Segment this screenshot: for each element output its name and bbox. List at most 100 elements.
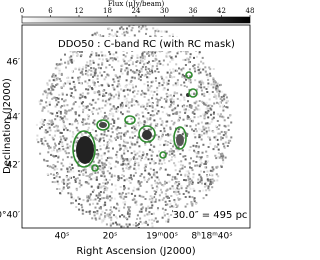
pixel: [205, 101, 208, 104]
pixel: [146, 117, 149, 120]
pixel: [216, 84, 219, 87]
pixel: [59, 80, 62, 82]
pixel: [195, 155, 198, 158]
pixel: [103, 144, 105, 146]
pixel: [111, 29, 113, 32]
pixel: [226, 106, 229, 109]
pixel: [206, 156, 209, 158]
pixel: [39, 152, 42, 155]
pixel: [168, 153, 171, 156]
pixel: [105, 189, 108, 192]
pixel: [82, 118, 85, 121]
pixel: [99, 110, 102, 113]
pixel: [99, 67, 102, 70]
pixel: [82, 111, 84, 114]
pixel: [172, 100, 175, 103]
pixel: [197, 178, 200, 181]
pixel: [88, 164, 91, 167]
pixel: [146, 121, 148, 124]
pixel: [66, 143, 69, 146]
pixel: [155, 50, 158, 53]
pixel: [193, 109, 196, 112]
pixel: [42, 93, 45, 96]
pixel: [151, 222, 154, 225]
pixel: [179, 111, 182, 114]
pixel: [57, 125, 59, 128]
pixel: [138, 27, 141, 30]
pixel: [92, 167, 95, 169]
y-tick-label: 44′: [7, 113, 21, 123]
pixel: [80, 102, 83, 105]
pixel: [192, 65, 195, 68]
pixel: [133, 71, 136, 74]
pixel: [152, 135, 155, 138]
pixel: [103, 133, 106, 136]
pixel: [185, 78, 187, 81]
pixel: [192, 173, 195, 176]
pixel: [42, 120, 45, 123]
pixel: [182, 118, 185, 121]
pixel: [217, 132, 220, 135]
pixel: [124, 32, 127, 35]
pixel: [115, 188, 117, 191]
pixel: [104, 54, 107, 57]
pixel: [124, 62, 127, 65]
pixel: [127, 208, 130, 211]
pixel: [108, 27, 111, 30]
pixel: [61, 180, 63, 183]
pixel: [98, 183, 101, 186]
pixel: [138, 69, 141, 72]
pixel: [62, 178, 65, 181]
pixel: [139, 61, 142, 64]
pixel: [49, 90, 52, 92]
pixel: [227, 124, 230, 127]
pixel: [143, 166, 146, 169]
pixel: [126, 110, 129, 113]
pixel: [202, 62, 205, 65]
pixel: [201, 100, 204, 103]
pixel: [129, 174, 132, 177]
pixel: [105, 115, 108, 118]
pixel: [186, 185, 189, 188]
y-tick-label: 46′: [7, 58, 21, 68]
pixel: [138, 183, 141, 186]
pixel: [172, 187, 175, 190]
pixel: [105, 196, 108, 199]
pixel: [142, 57, 144, 59]
pixel: [47, 144, 50, 147]
pixel: [156, 176, 159, 179]
pixel: [222, 142, 225, 145]
pixel: [74, 179, 77, 181]
pixel: [146, 223, 149, 226]
pixel: [191, 204, 194, 207]
pixel: [36, 138, 39, 141]
pixel: [75, 51, 78, 54]
pixel: [103, 94, 106, 97]
pixel: [176, 69, 178, 72]
pixel: [121, 191, 124, 194]
pixel: [227, 116, 230, 119]
pixel: [82, 169, 85, 172]
pixel: [43, 119, 46, 121]
pixel: [175, 177, 178, 180]
pixel: [93, 123, 96, 126]
pixel: [65, 110, 68, 113]
pixel: [75, 199, 77, 202]
pixel: [141, 25, 144, 28]
pixel: [160, 96, 163, 99]
pixel: [119, 127, 122, 129]
pixel: [93, 189, 95, 192]
pixel: [125, 178, 128, 181]
pixel: [135, 143, 138, 146]
pixel: [56, 129, 59, 132]
pixel: [200, 134, 203, 137]
pixel: [216, 87, 219, 90]
pixel: [209, 74, 212, 77]
pixel: [75, 159, 78, 162]
pixel: [69, 59, 72, 62]
pixel: [64, 150, 67, 153]
pixel: [139, 27, 142, 29]
pixel: [107, 117, 110, 120]
pixel: [135, 65, 138, 67]
pixel: [151, 110, 154, 113]
